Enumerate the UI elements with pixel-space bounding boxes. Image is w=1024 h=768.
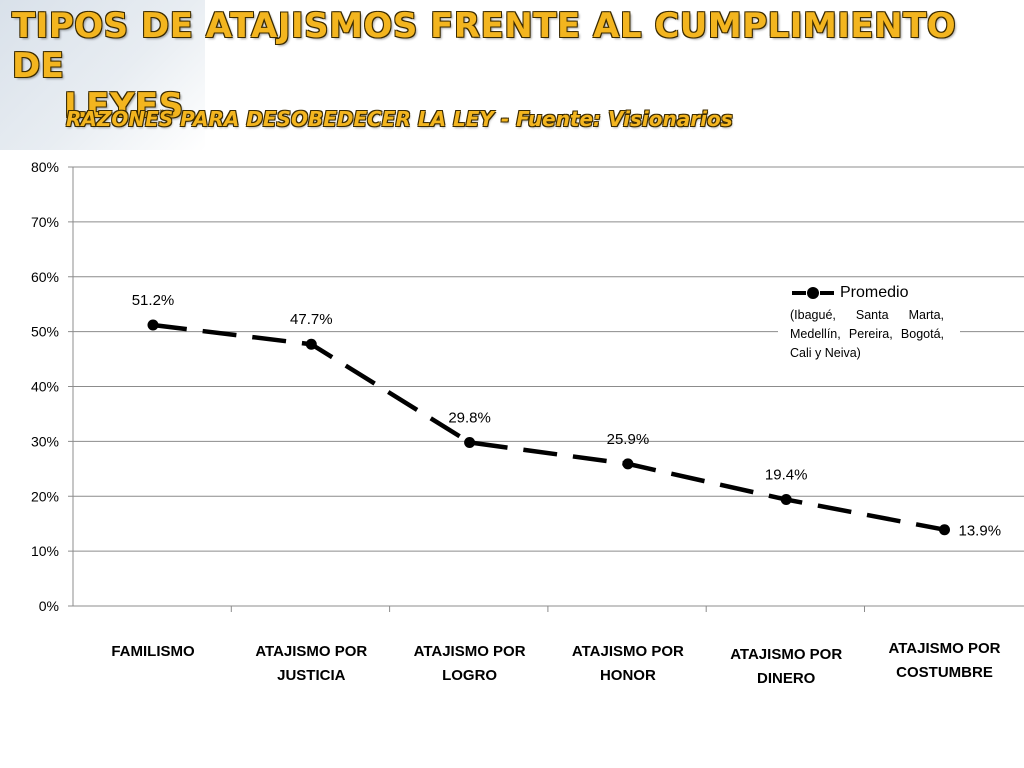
data-point — [780, 494, 792, 506]
data-label: 51.2% — [132, 292, 175, 309]
chart-legend: Promedio (Ibagué, Santa Marta, Medellín,… — [778, 280, 960, 363]
data-labels: 51.2% 47.7% 29.8% 25.9% 19.4% 13.9% — [132, 292, 1001, 540]
line-chart: 0% 10% 20% 30% 40% 50% 60% 70% 80% 51.2% 47.7% 29.… — [31, 159, 1024, 614]
legend-line-marker-icon — [792, 287, 834, 299]
title-line-1: TIPOS DE ATAJISMOS FRENTE AL CUMPLIMIENT… — [12, 6, 957, 86]
data-label: 19.4% — [765, 467, 808, 484]
y-tick-label: 30% — [31, 433, 59, 449]
y-tick-label: 50% — [31, 324, 59, 340]
data-point — [622, 458, 634, 470]
y-tick-label: 80% — [31, 159, 59, 175]
category-label: FAMILISMO — [111, 643, 195, 660]
chart-gridlines — [73, 166, 1024, 607]
y-tick-label: 20% — [31, 488, 59, 504]
data-label: 13.9% — [959, 523, 1002, 540]
data-label: 47.7% — [290, 311, 333, 328]
corner-decoration — [0, 0, 205, 150]
data-point — [147, 319, 159, 331]
y-axis-ticks: 0% 10% 20% 30% 40% 50% 60% 70% 80% — [31, 159, 73, 614]
data-label: 29.8% — [448, 409, 491, 426]
y-tick-label: 60% — [31, 269, 59, 285]
category-label: ATAJISMO POR JUSTICIA — [255, 643, 368, 684]
legend-series-name: Promedio — [840, 284, 909, 301]
series-line — [152, 322, 945, 532]
series-promedio — [147, 319, 950, 536]
x-axis — [72, 167, 865, 612]
legend-note: (Ibagué, Santa Marta, Medellín, Pereira,… — [790, 308, 944, 360]
category-label: ATAJISMO POR HONOR — [571, 643, 684, 684]
y-tick-label: 10% — [31, 543, 59, 559]
y-tick-label: 40% — [31, 379, 59, 395]
y-tick-label: 0% — [39, 598, 59, 614]
page-subtitle: RAZONES PARA DESOBEDECER LA LEY - Fuente… — [66, 107, 733, 131]
title-line-2: LEYES — [64, 86, 184, 126]
category-label: ATAJISMO POR DINERO — [730, 646, 843, 687]
data-point — [939, 524, 950, 536]
page-title: TIPOS DE ATAJISMOS FRENTE AL CUMPLIMIENT… — [12, 6, 1012, 126]
y-tick-label: 70% — [31, 214, 59, 230]
data-label: 25.9% — [607, 431, 650, 448]
category-label: ATAJISMO POR LOGRO — [413, 643, 526, 684]
category-label: ATAJISMO POR COSTUMBRE — [888, 640, 1001, 681]
data-point — [305, 338, 317, 350]
data-point — [464, 436, 476, 448]
